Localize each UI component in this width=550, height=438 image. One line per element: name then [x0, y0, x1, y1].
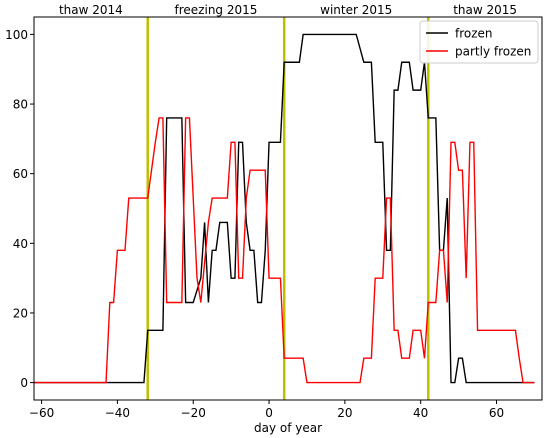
y-tick-label: 80 [13, 98, 28, 112]
period-label: winter 2015 [320, 3, 392, 17]
x-tick-label: −60 [29, 406, 54, 420]
legend-label: partly frozen [455, 45, 531, 59]
series-line-partly-frozen [34, 117, 535, 384]
period-label: thaw 2015 [453, 3, 517, 17]
x-tick-label: 60 [489, 406, 504, 420]
x-tick-label: −40 [105, 406, 130, 420]
legend: frozen partly frozen [419, 20, 539, 64]
legend-label: frozen [455, 27, 493, 41]
y-tick-label: 40 [13, 237, 28, 251]
x-axis-ticks: −60 −40 −20 0 20 40 60 [29, 400, 504, 420]
period-label: thaw 2014 [59, 3, 123, 17]
y-tick-label: 100 [5, 28, 28, 42]
x-tick-label: 0 [265, 406, 273, 420]
plot-frame [33, 16, 543, 401]
y-axis-ticks: 0 20 40 60 80 100 [5, 28, 34, 390]
x-tick-label: −20 [181, 406, 206, 420]
axes [33, 16, 543, 401]
legend-box [419, 20, 539, 64]
period-label: freezing 2015 [175, 3, 258, 17]
y-tick-label: 60 [13, 167, 28, 181]
y-tick-label: 20 [13, 306, 28, 320]
x-tick-label: 40 [413, 406, 428, 420]
period-labels: thaw 2014 freezing 2015 winter 2015 thaw 20… [59, 3, 517, 17]
y-tick-label: 0 [20, 376, 28, 390]
series-lines [34, 33, 535, 384]
x-tick-label: 20 [337, 406, 352, 420]
series-line-frozen [34, 33, 535, 384]
x-axis-title: day of year [254, 421, 322, 435]
